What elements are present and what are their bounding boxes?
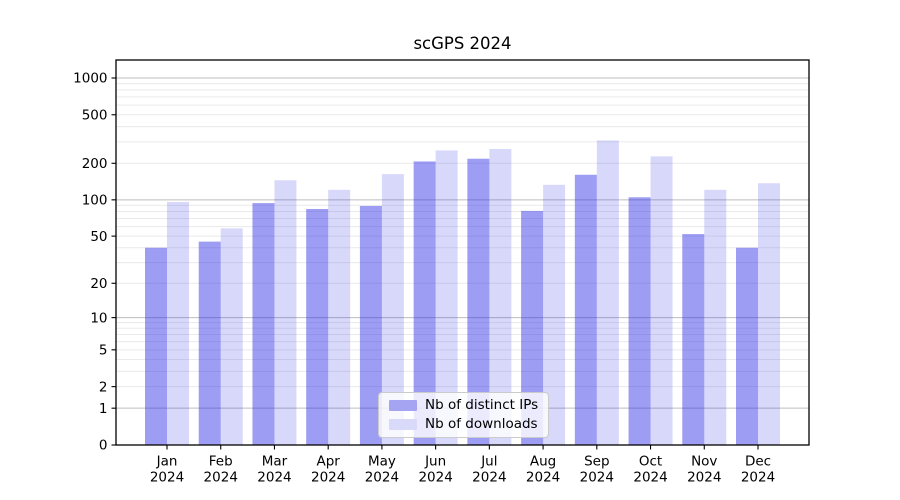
bar-aug-downloads xyxy=(543,184,566,445)
x-tick-label: May xyxy=(368,454,396,470)
y-tick-label: 100 xyxy=(82,193,108,209)
x-tick-label: Jan xyxy=(156,454,178,470)
bar-mar-distinct-ips xyxy=(252,203,275,445)
x-tick-label: 2024 xyxy=(418,470,452,486)
x-tick-label: 2024 xyxy=(150,470,184,486)
bar-may-downloads xyxy=(381,174,404,445)
bar-dec-downloads xyxy=(758,183,780,445)
x-tick-label: Jul xyxy=(480,454,497,470)
y-tick-label: 5 xyxy=(99,343,108,359)
x-tick-label: 2024 xyxy=(633,470,667,486)
y-tick-label: 0 xyxy=(99,438,108,454)
bar-jul-distinct-ips xyxy=(467,158,490,445)
x-tick-label: Sep xyxy=(584,454,609,470)
x-tick-label: 2024 xyxy=(580,470,614,486)
x-tick-label: Dec xyxy=(745,454,771,470)
bar-feb-distinct-ips xyxy=(198,241,221,445)
y-tick-label: 10 xyxy=(90,310,107,326)
x-tick-label: 2024 xyxy=(526,470,560,486)
bar-nov-distinct-ips xyxy=(682,234,705,445)
bar-jun-downloads xyxy=(435,150,458,445)
x-tick-label: Aug xyxy=(530,454,556,470)
bar-apr-downloads xyxy=(328,189,351,445)
x-tick-label: Feb xyxy=(209,454,233,470)
y-tick-label: 50 xyxy=(90,229,107,245)
x-tick-label: 2024 xyxy=(257,470,291,486)
y-tick-label: 200 xyxy=(82,156,108,172)
bar-sep-distinct-ips xyxy=(574,174,597,445)
bar-may-distinct-ips xyxy=(359,205,382,445)
bar-feb-downloads xyxy=(220,228,243,445)
axis-frame xyxy=(115,59,810,446)
bar-apr-distinct-ips xyxy=(306,209,329,445)
x-tick-label: 2024 xyxy=(741,470,775,486)
y-tick-label: 500 xyxy=(82,107,108,123)
x-tick-label: 2024 xyxy=(472,470,506,486)
x-tick-label: 2024 xyxy=(311,470,345,486)
legend-swatch-distinct-ips xyxy=(389,400,417,411)
bar-dec-distinct-ips xyxy=(736,247,758,445)
chart-title: scGPS 2024 xyxy=(413,34,512,53)
x-tick-label: 2024 xyxy=(204,470,238,486)
x-tick-label: Nov xyxy=(691,454,717,470)
x-tick-label: Jun xyxy=(424,454,446,470)
y-tick-label: 1 xyxy=(99,401,108,417)
bar-sep-downloads xyxy=(596,140,619,445)
bar-oct-distinct-ips xyxy=(628,197,651,445)
bar-jan-distinct-ips xyxy=(145,247,167,445)
x-tick-label: Mar xyxy=(262,454,288,470)
x-tick-label: Oct xyxy=(639,454,662,470)
y-tick-label: 2 xyxy=(99,379,108,395)
bar-nov-downloads xyxy=(704,189,727,445)
bar-aug-distinct-ips xyxy=(521,210,544,445)
legend-label: Nb of distinct IPs xyxy=(425,397,539,413)
bar-jan-downloads xyxy=(167,201,189,445)
legend-swatch-downloads xyxy=(389,419,417,430)
legend: Nb of distinct IPs Nb of downloads xyxy=(378,392,550,438)
x-tick-label: 2024 xyxy=(687,470,721,486)
bar-mar-downloads xyxy=(274,180,297,445)
legend-item: Nb of distinct IPs xyxy=(389,398,538,413)
y-tick-label: 20 xyxy=(90,276,107,292)
bar-jul-downloads xyxy=(489,149,512,445)
bar-jun-distinct-ips xyxy=(413,161,436,446)
y-tick-label: 1000 xyxy=(73,71,107,87)
x-tick-label: 2024 xyxy=(365,470,399,486)
x-tick-label: Apr xyxy=(317,454,341,470)
legend-label: Nb of downloads xyxy=(425,416,538,432)
legend-item: Nb of downloads xyxy=(389,417,538,432)
bar-oct-downloads xyxy=(650,156,673,445)
